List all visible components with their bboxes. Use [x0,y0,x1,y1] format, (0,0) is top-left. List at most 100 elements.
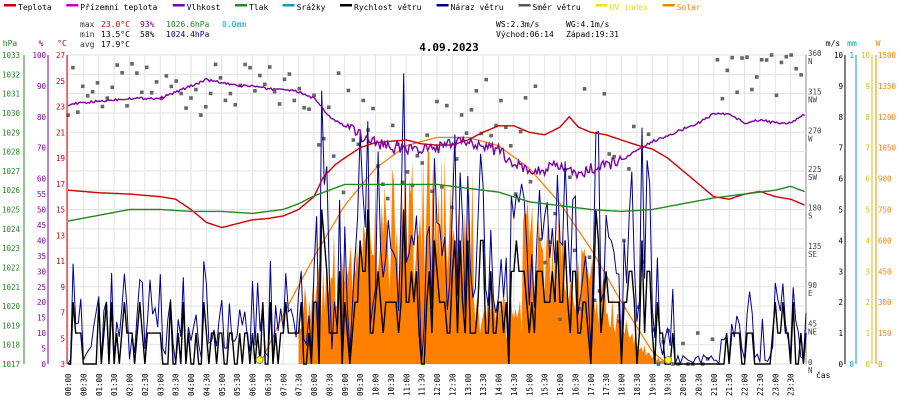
stats-min-temp: 13.5°C [101,30,130,39]
pressure-tick: 1018 [2,341,21,350]
humidity-tick: 90 [37,82,47,91]
wind-direction-point [292,98,297,103]
wind-direction-point [312,93,316,98]
wind-direction-point [464,131,469,135]
pressure-tick: 1032 [2,70,20,79]
legend-swatch-2 [172,4,185,7]
wind-direction-point [430,189,434,194]
stats-avg-label: avg [80,40,95,49]
uv-tick: 7 [865,144,870,153]
wind-direction-point [568,175,572,180]
wind-direction-point [189,96,193,100]
x-tick: 14:00 [495,373,504,396]
wind-direction-point [435,99,439,104]
wind-tick: 4 [838,236,843,245]
x-tick: 17:00 [587,373,596,396]
direction-tick: 270 [808,126,822,135]
x-tick: 15:30 [541,373,550,396]
wind-direction-point [317,143,321,147]
wind-wg: WG:4.1m/s [566,20,610,29]
wind-direction-point [341,190,346,195]
wind-direction-point [125,104,129,108]
wind-direction-points [66,53,803,366]
series-line-teplota [67,115,805,229]
sunrise-marker [255,356,264,364]
wind-direction-point [459,113,464,117]
x-tick: 22:30 [756,373,765,396]
x-tick: 23:30 [787,373,796,396]
wind-tick: 2 [838,298,843,307]
wind-direction-point [287,72,292,76]
wind-direction-point [184,106,188,110]
x-tick: 00:00 [64,373,73,396]
wind-direction-point [277,102,282,106]
sunset: Západ:19:31 [566,30,619,39]
legend-swatch-0 [4,4,16,7]
x-tick: 16:30 [571,373,580,396]
uv-tick: 3 [865,267,870,276]
wind-direction-point [523,96,528,100]
axis-unit-rain: mm [847,39,857,48]
wind-direction-point [504,125,508,130]
legend-label-1: Přízemní teplota [80,3,157,12]
wind-ws: WS:2.3m/s [496,20,540,29]
legend-label-7: Směr větru [533,3,581,12]
temperature-tick: 17 [56,180,65,189]
wind-direction-point [253,89,257,93]
pressure-tick: 1019 [2,321,20,330]
x-tick: 17:30 [602,373,611,396]
wind-direction-point [267,65,272,69]
wind-direction-point [95,81,100,85]
uv-tick: 2 [865,298,870,307]
x-tick: 03:00 [156,373,165,396]
pressure-tick: 1031 [2,90,20,99]
wind-direction-point [607,152,611,156]
stats-max-temp: 23.0°C [101,20,130,29]
wind-direction-point [233,102,238,107]
solar-tick: 150 [878,329,892,338]
wind-direction-point [572,248,577,253]
wind-direction-point [415,153,420,158]
wind-direction-point [558,317,562,322]
wind-direction-point [223,98,228,103]
solar-tick: 900 [878,175,892,184]
wind-direction-point [710,337,715,342]
x-tick: 10:30 [387,373,396,396]
solar-tick: 450 [878,267,892,276]
humidity-tick: 45 [37,221,46,230]
solar-area [298,151,668,364]
humidity-tick: 20 [37,298,47,307]
x-tick: 06:30 [264,373,273,396]
direction-label: S [808,212,813,221]
pressure-tick: 1024 [2,225,21,234]
humidity-tick: 40 [37,236,47,245]
temperature-tick: 9 [60,283,65,292]
sunrise: Východ:06:14 [496,30,554,39]
x-tick: 14:30 [510,373,519,396]
temperature-tick: 27 [56,51,65,60]
humidity-tick: 15 [37,314,46,323]
temperature-tick: 23 [56,103,65,112]
wind-tick: 9 [838,82,843,91]
humidity-tick: 100 [32,51,46,60]
wind-direction-point [794,66,798,71]
pressure-tick: 1025 [2,206,20,215]
wind-direction-point [307,107,311,111]
x-tick: 09:00 [341,373,350,396]
wind-direction-point [695,331,700,335]
wind-direction-point [681,341,685,346]
x-tick: 19:30 [664,373,673,396]
solar-tick: 300 [878,298,892,307]
pressure-tick: 1033 [2,51,20,60]
wind-direction-point [322,136,326,141]
x-tick: 13:00 [464,373,473,396]
wind-direction-point [164,74,169,78]
x-tick: 13:30 [479,373,488,396]
wind-direction-point [159,96,164,101]
stats-min-press: 1024.4hPa [166,30,210,39]
wind-direction-point [484,77,488,82]
axis-unit-wind: m/s [826,39,841,48]
humidity-tick: 70 [37,144,47,153]
wind-direction-point [671,362,675,366]
